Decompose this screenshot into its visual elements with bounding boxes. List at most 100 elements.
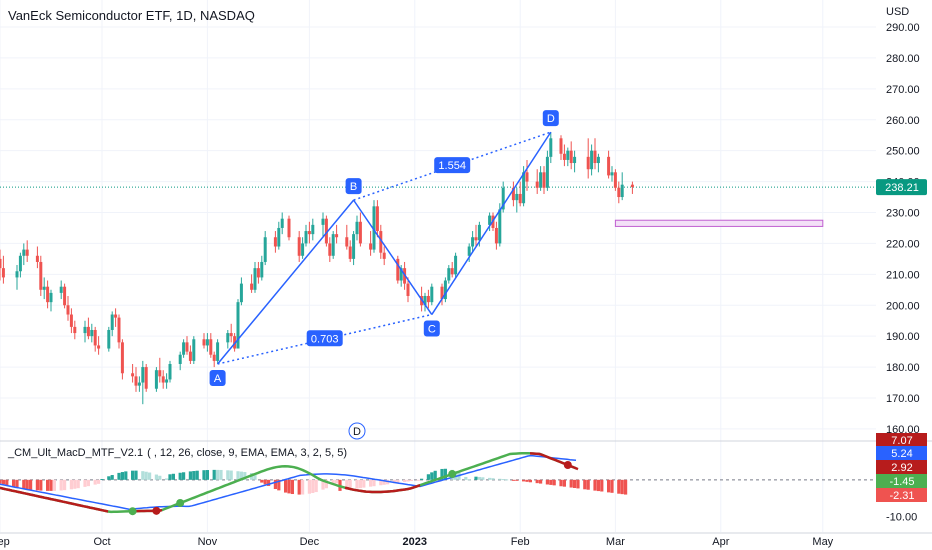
histogram-bar — [253, 473, 257, 480]
histogram-bar — [239, 471, 243, 480]
pattern-leg — [352, 199, 433, 315]
last-price-badge — [876, 179, 927, 196]
candle — [42, 286, 46, 290]
candle — [202, 339, 206, 346]
candle — [613, 172, 617, 188]
histogram-bar — [212, 469, 216, 480]
candle — [607, 156, 611, 176]
candle — [256, 268, 260, 278]
macd-y-tick: -10.00 — [886, 512, 917, 524]
candle — [73, 326, 77, 334]
histogram-bar — [195, 470, 199, 480]
histogram-bar — [297, 479, 301, 495]
candle — [239, 283, 243, 303]
macd-value-badge — [876, 474, 927, 488]
histogram-bar — [440, 468, 444, 480]
histogram-bar — [420, 478, 424, 480]
histogram-bar — [549, 479, 553, 485]
x-tick-label: Nov — [198, 536, 218, 548]
candle — [168, 363, 172, 380]
histogram-bar — [284, 479, 288, 493]
target-zone[interactable] — [614, 219, 824, 227]
histogram-bar — [93, 479, 97, 485]
histogram-bar — [49, 479, 53, 491]
y-tick-label: 280.00 — [886, 53, 920, 65]
y-tick-label: 210.00 — [886, 269, 920, 281]
x-tick-label: Dec — [300, 536, 320, 548]
histogram-bar — [311, 479, 315, 493]
histogram-bar — [562, 479, 566, 487]
candle — [49, 292, 53, 303]
x-tick-label: 2023 — [403, 536, 427, 548]
histogram-bar — [596, 479, 600, 492]
histogram-bar — [171, 473, 175, 480]
candle — [617, 187, 621, 198]
histogram-bar — [267, 479, 271, 486]
histogram-bar — [188, 471, 192, 480]
event-marker[interactable] — [348, 422, 366, 440]
histogram-bar — [539, 479, 543, 484]
histogram-bar — [117, 472, 121, 480]
histogram-bar — [124, 471, 128, 480]
candle — [406, 283, 410, 296]
axis-currency-label: USD — [886, 6, 909, 18]
histogram-bar — [277, 479, 281, 491]
histogram-bar — [59, 479, 63, 491]
candle — [515, 193, 519, 201]
candle — [335, 234, 339, 238]
histogram-bar — [29, 479, 33, 490]
pattern-leg — [217, 199, 355, 365]
candle — [46, 286, 50, 303]
histogram-bar — [1, 479, 5, 485]
candle — [372, 206, 376, 250]
histogram-bar — [236, 471, 240, 480]
histogram-bar — [488, 477, 492, 480]
histogram-bar — [12, 479, 16, 487]
histogram-bar — [69, 479, 73, 490]
histogram-bar — [63, 479, 67, 491]
candle — [185, 342, 189, 352]
histogram-bar — [83, 479, 87, 487]
histogram-bar — [498, 478, 502, 480]
histogram-bar — [528, 479, 532, 483]
crossover-dot — [152, 506, 161, 515]
candle — [630, 184, 634, 188]
crossover-dot — [563, 461, 572, 470]
candle — [273, 237, 277, 247]
histogram-bar — [624, 479, 628, 495]
histogram-bar — [134, 470, 138, 480]
histogram-bar — [290, 479, 294, 495]
candle — [120, 342, 124, 374]
candle — [511, 187, 515, 201]
histogram-bar — [403, 479, 407, 482]
candle — [352, 234, 356, 259]
histogram-bar — [583, 479, 587, 490]
candle — [423, 295, 427, 306]
candle — [229, 333, 233, 337]
histogram-bar — [263, 479, 267, 485]
candle — [382, 252, 386, 259]
histogram-bar — [148, 472, 152, 480]
histogram-bar — [525, 479, 529, 482]
candle — [263, 237, 267, 262]
candle — [134, 376, 138, 386]
candle — [131, 373, 135, 377]
candle — [178, 354, 182, 364]
histogram-bar — [154, 474, 158, 480]
histogram-bar — [406, 479, 410, 482]
histogram-bar — [620, 479, 624, 495]
histogram-bar — [379, 479, 383, 486]
histogram-bar — [396, 479, 400, 483]
histogram-bar — [586, 479, 590, 490]
candle — [35, 255, 39, 262]
candle — [396, 258, 400, 281]
candle — [144, 367, 148, 389]
candle — [440, 286, 444, 300]
histogram-bar — [392, 479, 396, 484]
histogram-bar — [474, 476, 478, 480]
histogram-bar — [491, 478, 495, 480]
histogram-bar — [202, 470, 206, 480]
histogram-bar — [25, 479, 29, 490]
y-tick-label: 250.00 — [886, 146, 920, 158]
